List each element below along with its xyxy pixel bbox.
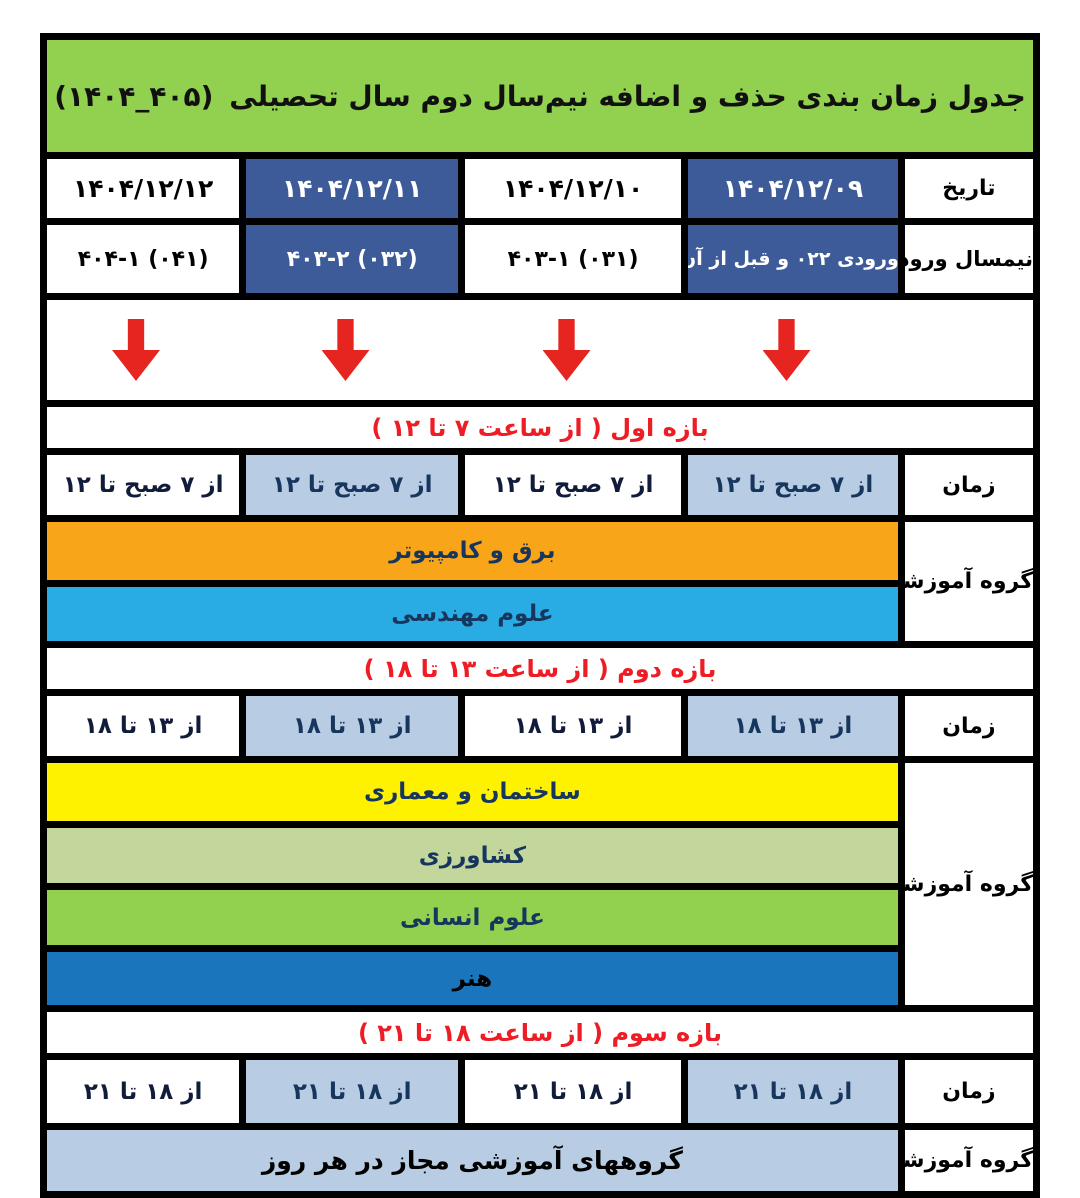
page: { "colors": { "header_green": "#92d050",… xyxy=(39,33,1041,1198)
group-bar-humanities: علوم انسانی xyxy=(40,883,905,952)
time-cell: از ۷ صبح تا ۱۲ xyxy=(39,448,247,522)
time-cell: از ۷ صبح تا ۱۲ xyxy=(239,448,466,522)
semester-row-label: نیمسال ورود xyxy=(897,218,1041,300)
time-cell: از ۱۳ تا ۱۸ xyxy=(39,689,247,763)
date-cell: ۱۴۰۴/۱۲/۱۱ xyxy=(239,152,466,225)
group-bar-building-architecture: ساختمان و معماری xyxy=(40,756,905,828)
table-title-text: جدول زمان بندی حذف و اضافه نیم‌سال دوم س… xyxy=(229,79,1026,113)
semester-cell: ۴۰۳-۱ (۰۳۱) xyxy=(458,218,689,300)
group-bar-electrical-computer: برق و کامپیوتر xyxy=(40,515,905,587)
time-cell: از ۱۸ تا ۲۱ xyxy=(681,1053,905,1130)
time-cell: از ۷ صبح تا ۱۲ xyxy=(681,448,905,522)
time-cell: از ۱۸ تا ۲۱ xyxy=(239,1053,466,1130)
semester-cell: ورودی ۰۲۲ و قبل از آن xyxy=(681,218,905,300)
time-cell: از ۱۸ تا ۲۱ xyxy=(458,1053,689,1130)
arrow-box xyxy=(455,319,678,381)
down-arrow-icon xyxy=(112,319,160,381)
time-row-label: زمان xyxy=(897,448,1041,522)
group-bar-engineering-sciences: علوم مهندسی xyxy=(40,580,905,648)
schedule-table: جدول زمان بندی حذف و اضافه نیم‌سال دوم س… xyxy=(39,33,1041,1198)
down-arrow-icon xyxy=(542,319,591,381)
time-cell: از ۷ صبح تا ۱۲ xyxy=(458,448,689,522)
group-bar-agriculture: کشاورزی xyxy=(40,821,905,890)
time-cell: از ۱۳ تا ۱۸ xyxy=(681,689,905,763)
time-cell: از ۱۳ تا ۱۸ xyxy=(458,689,689,763)
table-title: جدول زمان بندی حذف و اضافه نیم‌سال دوم س… xyxy=(40,33,1040,159)
arrow-strip xyxy=(51,304,1030,397)
group-row-label: گروه آموزشی xyxy=(897,756,1041,1012)
group-bar-art: هنر xyxy=(40,945,905,1012)
arrows-row xyxy=(40,293,1040,407)
date-cell: ۱۴۰۴/۱۲/۱۲ xyxy=(39,152,247,225)
group-row-label: گروه آموزشی xyxy=(897,1123,1041,1198)
time-row-label: زمان xyxy=(897,1053,1041,1130)
arrow-box xyxy=(51,319,237,381)
time-cell: از ۱۸ تا ۲۱ xyxy=(39,1053,247,1130)
period-3-header: بازه سوم ( از ساعت ۱۸ تا ۲۱ ) xyxy=(40,1005,1040,1060)
period-2-header: بازه دوم ( از ساعت ۱۳ تا ۱۸ ) xyxy=(40,641,1040,696)
arrow-box xyxy=(678,319,895,381)
allowed-groups-note: گروههای آموزشی مجاز در هر روز xyxy=(40,1123,905,1198)
arrow-box xyxy=(236,319,455,381)
period-1-header: بازه اول ( از ساعت ۷ تا ۱۲ ) xyxy=(40,400,1040,455)
time-row-label: زمان xyxy=(897,689,1041,763)
down-arrow-icon xyxy=(321,319,370,381)
group-row-label: گروه آموزشی xyxy=(897,515,1041,648)
date-cell: ۱۴۰۴/۱۲/۰۹ xyxy=(681,152,905,225)
table-title-years: (۱۴۰۴_۴۰۵) xyxy=(54,79,214,113)
date-row-label: تاریخ xyxy=(897,152,1041,225)
date-cell: ۱۴۰۴/۱۲/۱۰ xyxy=(458,152,689,225)
semester-cell: ۴۰۴-۱ (۰۴۱) xyxy=(39,218,247,300)
semester-cell: ۴۰۳-۲ (۰۳۲) xyxy=(239,218,466,300)
time-cell: از ۱۳ تا ۱۸ xyxy=(239,689,466,763)
down-arrow-icon xyxy=(762,319,811,381)
